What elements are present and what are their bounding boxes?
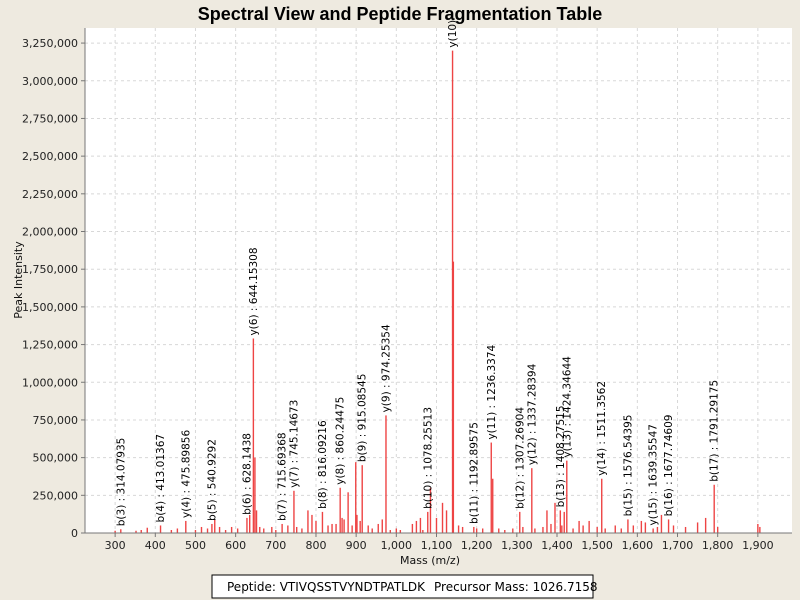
- peak-annotation: b(17) : 1791.29175: [709, 380, 721, 482]
- peak-annotation: b(6) : 628.1438: [241, 433, 253, 515]
- y-axis-label: Peak Intensity: [12, 241, 25, 319]
- y-tick-label: 1,250,000: [22, 339, 78, 352]
- y-tick-label: 2,250,000: [22, 188, 78, 201]
- peak-annotation: b(13) : 1408.27515: [555, 405, 567, 507]
- y-tick-label: 1,500,000: [22, 301, 78, 314]
- x-tick-label: 1,500: [581, 539, 613, 552]
- peak-annotation: y(4) : 475.89856: [180, 430, 192, 518]
- y-tick-label: 250,000: [33, 489, 79, 502]
- peak-annotation: b(5) : 540.9292: [206, 439, 218, 521]
- x-tick-label: 800: [305, 539, 326, 552]
- x-axis-ticks: 300 400 500 600 700 800 900 1,000 1,100 1,200 1,30…: [105, 533, 774, 552]
- y-tick-label: 2,500,000: [22, 150, 78, 163]
- peaks: [114, 50, 761, 533]
- precursor-mass-label: Precursor Mass: 1026.7158: [434, 580, 598, 594]
- y-tick-label: 0: [71, 527, 78, 540]
- peak-annotation: y(8) : 860.24475: [335, 397, 347, 485]
- chart-title: Spectral View and Peptide Fragmentation …: [198, 4, 602, 24]
- peak-annotation: b(4) : 413.01367: [155, 434, 167, 523]
- y-tick-label: 2,750,000: [22, 112, 78, 125]
- x-tick-label: 1,700: [662, 539, 694, 552]
- y-tick-label: 500,000: [33, 452, 79, 465]
- y-tick-label: 1,750,000: [22, 263, 78, 276]
- peak-annotation: y(12) : 1337.28394: [526, 363, 538, 465]
- x-tick-label: 1,800: [702, 539, 734, 552]
- x-tick-label: 400: [145, 539, 166, 552]
- x-tick-label: 900: [346, 539, 367, 552]
- peak-annotation: y(11) : 1236.3374: [486, 344, 498, 439]
- peptide-label: Peptide: VTIVQSSTVYNDTPATLDK: [227, 580, 426, 594]
- plot-area: [85, 28, 792, 533]
- y-tick-label: 2,000,000: [22, 226, 78, 239]
- peak-annotation: b(12) : 1307.26904: [514, 407, 526, 509]
- x-tick-label: 1,400: [541, 539, 573, 552]
- x-tick-label: 1,200: [461, 539, 493, 552]
- x-tick-label: 700: [265, 539, 286, 552]
- peak-annotation: y(6) : 644.15308: [248, 247, 260, 335]
- peak-annotation: b(10) : 1078.25513: [422, 407, 434, 509]
- x-tick-label: 1,600: [622, 539, 654, 552]
- peak-annotation: b(16) : 1677.74609: [663, 415, 675, 517]
- peak-annotations: b(3) : 314.07935 b(4) : 413.01367 y(4) : 4…: [115, 20, 720, 526]
- peak-annotation: y(14) : 1511.3562: [596, 381, 608, 476]
- x-axis-label: Mass (m/z): [400, 554, 460, 567]
- peak-annotation: b(8) : 816.09216: [317, 420, 329, 509]
- y-tick-label: 3,000,000: [22, 75, 78, 88]
- x-tick-label: 1,900: [742, 539, 774, 552]
- peak-annotation: y(13) : 1424.34644: [561, 356, 573, 458]
- peak-annotation: y(15) : 1639.35547: [648, 424, 660, 525]
- peak-annotation: b(7) : 715.69368: [277, 432, 289, 521]
- y-tick-label: 750,000: [33, 414, 79, 427]
- y-tick-label: 3,250,000: [22, 37, 78, 50]
- y-tick-label: 1,000,000: [22, 376, 78, 389]
- gridlines: [85, 28, 792, 533]
- x-tick-label: 500: [185, 539, 206, 552]
- peak-annotation: b(15) : 1576.54395: [622, 415, 634, 517]
- x-tick-label: 600: [225, 539, 246, 552]
- y-axis-ticks: 0 250,000 500,000 750,000 1,000,000 1,250,000…: [22, 37, 85, 540]
- legend-box: Peptide: VTIVQSSTVYNDTPATLDK Precursor M…: [211, 574, 598, 599]
- x-tick-label: 1,000: [381, 539, 413, 552]
- peak-annotation: b(3) : 314.07935: [115, 438, 127, 527]
- peak-annotation: y(9) : 974.25354: [380, 324, 392, 412]
- peak-annotation: y(7) : 745.14673: [288, 400, 300, 488]
- peak-annotation: b(9) : 915.08545: [357, 374, 369, 463]
- x-tick-label: 1,100: [421, 539, 453, 552]
- peak-annotation: y(10): [447, 20, 459, 48]
- x-tick-label: 300: [105, 539, 126, 552]
- x-tick-label: 1,300: [501, 539, 533, 552]
- peak-annotation: b(11) : 1192.89575: [468, 422, 480, 524]
